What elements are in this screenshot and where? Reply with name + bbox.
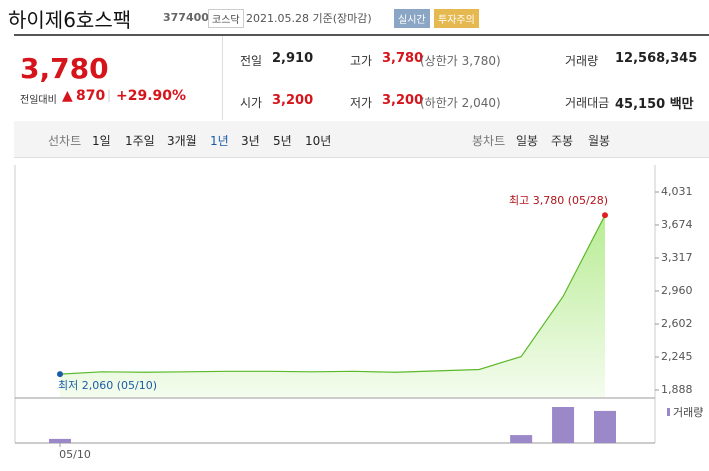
- item-value: 45,150 백만: [615, 97, 694, 112]
- high-point: [602, 212, 608, 219]
- price: 3,780: [20, 52, 109, 85]
- change: 870: [76, 88, 106, 104]
- change-arrow: ▲: [62, 88, 73, 104]
- change-label: 전일대비: [20, 95, 57, 106]
- legend-swatch: [667, 408, 670, 416]
- price-line: [59, 214, 606, 375]
- sep: |: [107, 88, 112, 102]
- volume-bar: [510, 435, 533, 443]
- item-value: 3,200: [272, 93, 314, 108]
- realtime[interactable]: 실시간: [394, 9, 430, 28]
- low-label: 최저 2,060 (05/10): [58, 379, 157, 392]
- tab-period[interactable]: 3년: [241, 134, 260, 148]
- item-value: 3,200: [382, 93, 424, 108]
- tab-label: 선차트: [48, 134, 82, 148]
- x-tick-label: 05/10: [59, 448, 91, 461]
- y-tick-label: 2,960: [661, 284, 693, 297]
- item-label: 고가: [350, 54, 373, 68]
- volume-bar: [552, 407, 575, 443]
- y-tick-label: 2,245: [661, 350, 693, 363]
- item-value: 3,780: [382, 51, 424, 66]
- tab-period[interactable]: 1일: [92, 134, 111, 148]
- y-tick-label: 1,888: [661, 383, 693, 396]
- low-point: [57, 371, 63, 378]
- change-rate: +29.90%: [116, 88, 187, 104]
- tab-period[interactable]: 월봉: [588, 134, 611, 148]
- item-label: 거래량: [565, 54, 599, 68]
- divider: [222, 36, 223, 120]
- item-note: (하한가 2,040): [420, 96, 501, 110]
- tab-period[interactable]: 주봉: [551, 134, 574, 148]
- tab-label: 봉차트: [472, 134, 506, 148]
- title: 하이제6호스팩: [8, 8, 132, 32]
- warning: 투자주의: [434, 9, 479, 28]
- y-tick-label: 3,674: [661, 218, 693, 231]
- tab-period[interactable]: 1주일: [125, 134, 155, 148]
- y-tick-label: 2,602: [661, 317, 693, 330]
- volume-bar: [594, 410, 616, 443]
- item-note: (상한가 3,780): [420, 54, 501, 68]
- legend-label: 거래량: [673, 406, 703, 419]
- tab-period[interactable]: 5년: [273, 134, 292, 148]
- tab-bar: [14, 121, 709, 158]
- tab-period[interactable]: 1년: [210, 134, 229, 148]
- item-value: 2,910: [272, 51, 314, 66]
- date: 2021.05.28 기준(장마감): [246, 12, 372, 25]
- y-tick-label: 4,031: [661, 185, 693, 198]
- high-label: 최고 3,780 (05/28): [509, 194, 608, 207]
- item-label: 거래대금: [565, 96, 610, 110]
- item-value: 12,568,345: [615, 51, 698, 66]
- tab-period[interactable]: 3개월: [167, 134, 197, 148]
- tab-period[interactable]: 10년: [305, 134, 332, 148]
- item-label: 전일: [240, 54, 263, 68]
- item-label: 저가: [350, 96, 373, 110]
- area: [60, 215, 605, 397]
- tab-period[interactable]: 일봉: [516, 134, 539, 148]
- code: 377400: [163, 11, 209, 24]
- market: 코스닥: [208, 9, 244, 28]
- y-tick-label: 3,317: [661, 251, 693, 264]
- volume-bar: [49, 438, 71, 443]
- item-label: 시가: [240, 96, 263, 110]
